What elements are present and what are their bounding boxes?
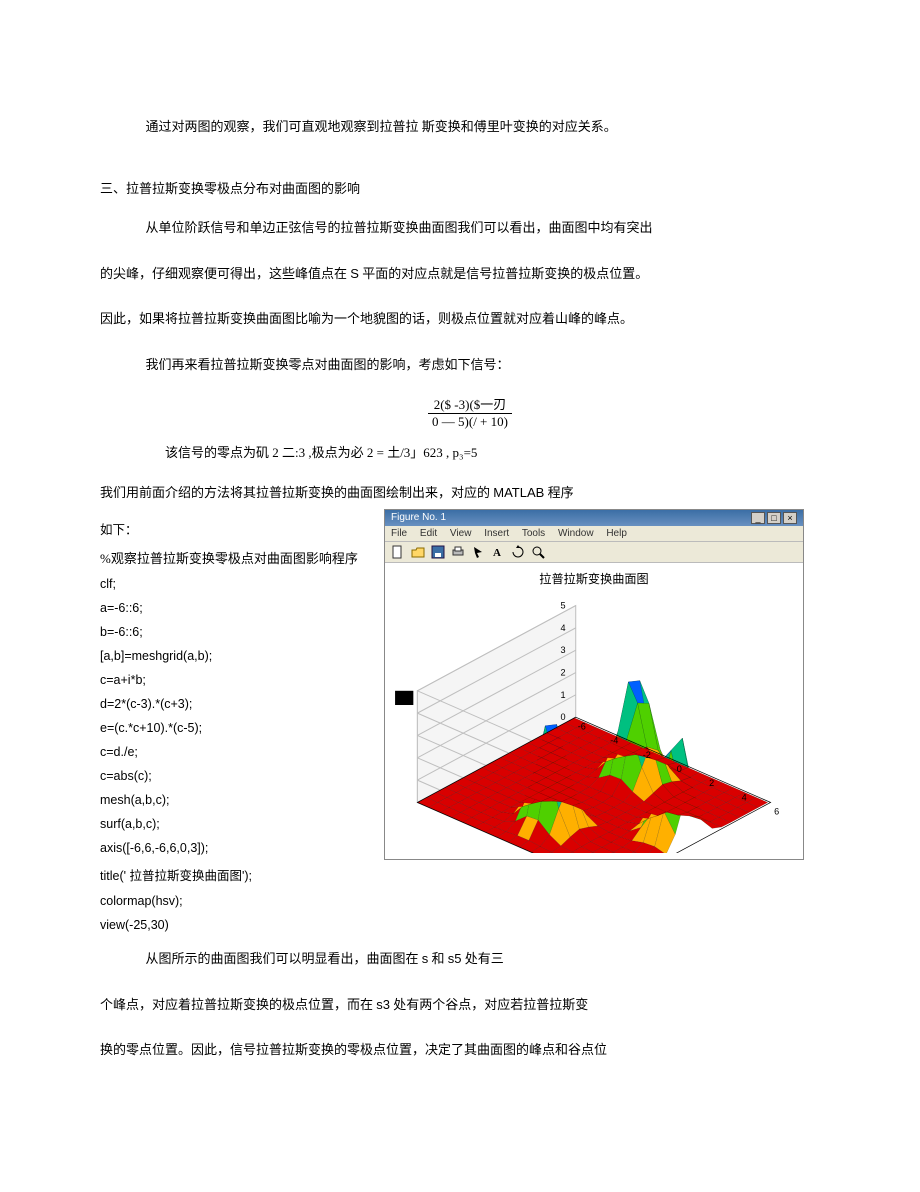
svg-text:5: 5: [561, 600, 566, 610]
svg-text:-6: -6: [578, 721, 586, 731]
conclusion-para-2: 个峰点，对应着拉普拉斯变换的极点位置，而在 s3 处有两个谷点，对应若拉普拉斯变: [100, 988, 840, 1022]
svg-text:3: 3: [561, 645, 566, 655]
svg-text:0: 0: [561, 712, 566, 722]
code-line: a=-6::6;: [100, 601, 360, 615]
code-line: e=(c.*c+10).*(c-5);: [100, 721, 360, 735]
svg-text:0: 0: [677, 764, 682, 774]
code-line: clf;: [100, 577, 360, 591]
svg-text:1: 1: [561, 690, 566, 700]
code-line: view(-25,30): [100, 918, 360, 932]
signal-formula: 2($ -3)($一刃 0 — 5)(/ + 10): [100, 394, 840, 430]
open-icon[interactable]: [411, 545, 425, 559]
code-line: title(' 拉普拉斯变换曲面图');: [100, 865, 360, 884]
new-icon[interactable]: [391, 545, 405, 559]
para2-b: 平面的对应点就是信号拉普拉斯变换的极点位置。: [359, 266, 648, 281]
concl1-c: 和: [428, 951, 448, 966]
menu-file[interactable]: File: [391, 528, 407, 539]
body-para-1: 从单位阶跃信号和单边正弦信号的拉普拉斯变换曲面图我们可以看出，曲面图中均有突出: [100, 211, 840, 245]
svg-text:6: 6: [774, 806, 779, 816]
svg-text:4: 4: [561, 623, 566, 633]
matlab-intro-c: 程序: [544, 485, 573, 500]
concl1-a: 从图所示的曲面图我们可以明显看出，曲面图在: [146, 951, 422, 966]
concl1-e: 处有三: [462, 951, 504, 966]
concl2-a: 个峰点，对应着拉普拉斯变换的极点位置，而在: [100, 997, 376, 1012]
code-line: d=2*(c-3).*(c+3);: [100, 697, 360, 711]
code-line: mesh(a,b,c);: [100, 793, 360, 807]
arrow-icon[interactable]: [471, 545, 485, 559]
menu-insert[interactable]: Insert: [484, 528, 509, 539]
menu-window[interactable]: Window: [558, 528, 594, 539]
code-line: surf(a,b,c);: [100, 817, 360, 831]
svg-text:2: 2: [709, 778, 714, 788]
svg-text:A: A: [493, 547, 501, 559]
figure-window-title: Figure No. 1: [391, 512, 446, 523]
menu-view[interactable]: View: [450, 528, 472, 539]
code-comment: %观察拉普拉斯变换零极点对曲面图影响程序: [100, 548, 360, 567]
surface-plot: 拉普拉斯变换曲面图 0 1 2 3 4 5 -6 -4 -2 0 2 4 6: [391, 569, 797, 853]
code-line: axis([-6,6,-6,6,0,3]);: [100, 841, 360, 855]
code-prelude: 如下：: [100, 519, 360, 538]
print-icon[interactable]: [451, 545, 465, 559]
concl2-c: 处有两个谷点，对应若拉普拉斯变: [390, 997, 588, 1012]
svg-text:-4: -4: [610, 735, 618, 745]
section-3-heading: 三、拉普拉斯变换零极点分布对曲面图的影响: [100, 178, 840, 197]
var-s3: s3: [376, 997, 390, 1012]
formula-denominator: 0 — 5)(/ + 10): [100, 414, 840, 430]
rotate-icon[interactable]: [511, 545, 525, 559]
figure-titlebar: Figure No. 1 _ □ ×: [385, 510, 803, 526]
code-line: c=d./e;: [100, 745, 360, 759]
menu-edit[interactable]: Edit: [420, 528, 437, 539]
formula-numerator: 2($ -3)($一刃: [428, 394, 513, 414]
menu-tools[interactable]: Tools: [522, 528, 545, 539]
matlab-figure-window: Figure No. 1 _ □ × File Edit View Insert…: [384, 509, 804, 860]
svg-text:2: 2: [561, 667, 566, 677]
code-line: colormap(hsv);: [100, 894, 360, 908]
var-s5: s5: [448, 951, 462, 966]
s-plane-label: S: [350, 266, 359, 281]
svg-text:拉普拉斯变换曲面图: 拉普拉斯变换曲面图: [539, 571, 648, 586]
conclusion-para-3: 换的零点位置。因此，信号拉普拉斯变换的零极点位置，决定了其曲面图的峰点和谷点位: [100, 1033, 840, 1067]
code-line: b=-6::6;: [100, 625, 360, 639]
body-para-4: 我们再来看拉普拉斯变换零点对曲面图的影响，考虑如下信号：: [100, 348, 840, 382]
matlab-label: MATLAB: [493, 485, 544, 500]
body-para-2: 的尖峰，仔细观察便可得出，这些峰值点在 S 平面的对应点就是信号拉普拉斯变换的极…: [100, 257, 840, 291]
figure-plot-area: 拉普拉斯变换曲面图 0 1 2 3 4 5 -6 -4 -2 0 2 4 6: [385, 563, 803, 859]
code-line: c=a+i*b;: [100, 673, 360, 687]
menu-help[interactable]: Help: [606, 528, 627, 539]
figure-menubar: File Edit View Insert Tools Window Help: [385, 526, 803, 542]
maximize-button[interactable]: □: [767, 512, 781, 524]
svg-text:-2: -2: [643, 750, 651, 760]
text-icon[interactable]: A: [491, 545, 505, 559]
close-button[interactable]: ×: [783, 512, 797, 524]
minimize-button[interactable]: _: [751, 512, 765, 524]
svg-text:4: 4: [742, 792, 747, 802]
body-para-3: 因此，如果将拉普拉斯变换曲面图比喻为一个地貌图的话，则极点位置就对应着山峰的峰点…: [100, 302, 840, 336]
zeros-poles-line: 该信号的零点为矶 2 二:3 ,极点为必 2 = 土/3」623 , p₃=5: [100, 436, 840, 470]
intro-paragraph: 通过对两图的观察，我们可直观地观察到拉普拉 斯变换和傅里叶变换的对应关系。: [100, 110, 840, 144]
code-line: c=abs(c);: [100, 769, 360, 783]
figure-toolbar: A: [385, 542, 803, 563]
code-line: [a,b]=meshgrid(a,b);: [100, 649, 360, 663]
zoom-icon[interactable]: [531, 545, 545, 559]
para2-a: 的尖峰，仔细观察便可得出，这些峰值点在: [100, 266, 350, 281]
matlab-intro-a: 我们用前面介绍的方法将其拉普拉斯变换的曲面图绘制出来，对应的: [100, 485, 493, 500]
save-icon[interactable]: [431, 545, 445, 559]
conclusion-para-1: 从图所示的曲面图我们可以明显看出，曲面图在 s 和 s5 处有三: [100, 942, 840, 976]
matlab-intro-line: 我们用前面介绍的方法将其拉普拉斯变换的曲面图绘制出来，对应的 MATLAB 程序: [100, 482, 840, 501]
